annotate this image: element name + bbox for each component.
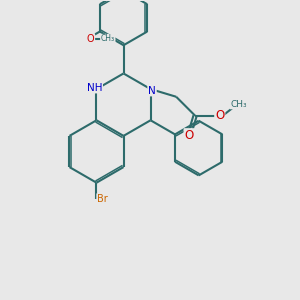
Text: Br: Br [97, 194, 108, 204]
Text: O: O [184, 129, 194, 142]
Text: O: O [87, 34, 94, 44]
Text: CH₃: CH₃ [101, 34, 115, 43]
Text: O: O [215, 109, 224, 122]
Text: CH₃: CH₃ [230, 100, 247, 109]
Text: NH: NH [87, 82, 102, 93]
Text: N: N [148, 85, 156, 96]
